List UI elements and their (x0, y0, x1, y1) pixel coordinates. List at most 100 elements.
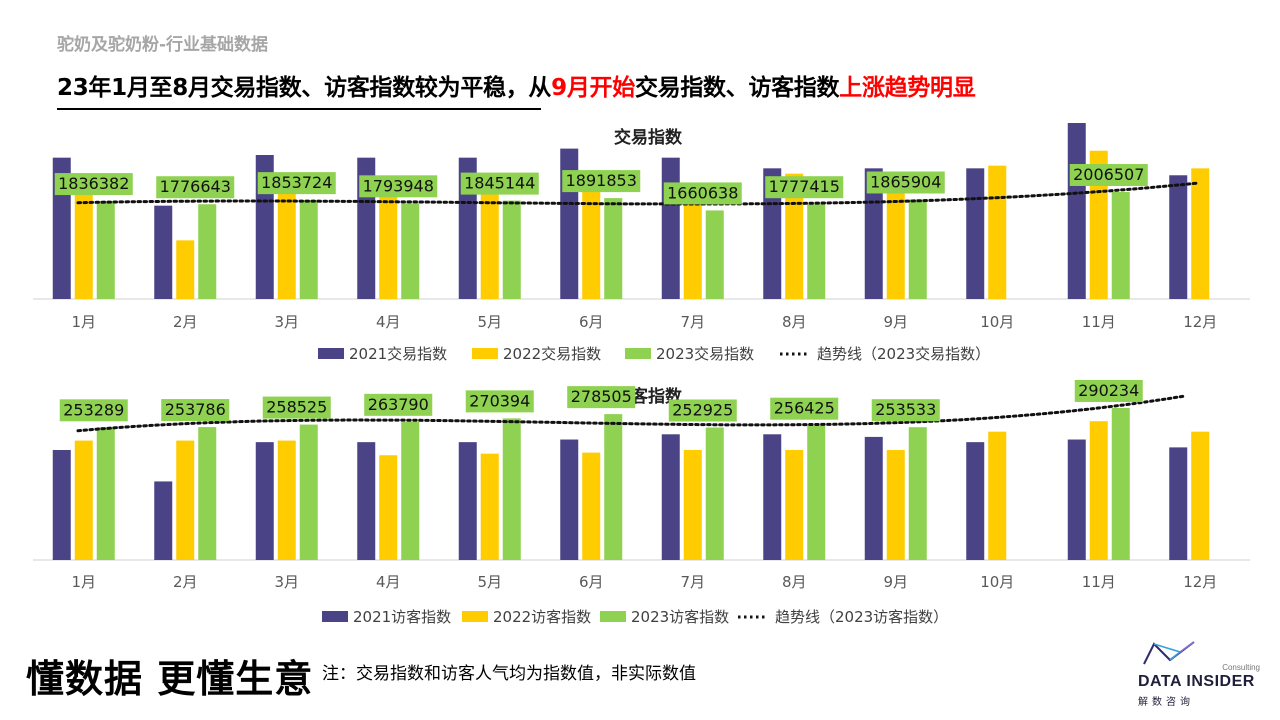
legend-swatch (322, 611, 348, 622)
data-label: 256425 (774, 399, 835, 418)
x-tick-label: 11月 (1082, 313, 1116, 331)
x-tick-label: 2月 (173, 313, 198, 331)
x-tick-label: 6月 (579, 313, 604, 331)
legend-label: 趋势线（2023访客指数） (775, 608, 948, 626)
bar-2023访客指数 (502, 418, 521, 560)
bar-2022交易指数 (886, 177, 905, 299)
bar-2023交易指数 (807, 204, 826, 299)
x-tick-label: 12月 (1183, 573, 1217, 591)
data-label: 1845144 (464, 174, 535, 193)
logo-brand-cn: 解数咨询 (1138, 697, 1194, 708)
data-label-box (161, 399, 230, 422)
legend-label: 2021访客指数 (353, 608, 451, 626)
data-label: 252925 (672, 401, 733, 420)
bar-2022交易指数 (1191, 168, 1210, 299)
data-label: 290234 (1078, 381, 1139, 400)
data-label-box (1069, 163, 1148, 186)
bar-2022访客指数 (785, 450, 804, 560)
data-label: 253289 (63, 400, 124, 419)
data-label: 2006507 (1073, 165, 1144, 184)
data-label-box (359, 175, 438, 198)
legend-label: 2021交易指数 (349, 345, 447, 363)
bar-2022访客指数 (886, 450, 905, 560)
bar-2023交易指数 (1111, 191, 1130, 299)
bar-2022访客指数 (379, 455, 398, 560)
bar-2023交易指数 (604, 198, 623, 299)
data-label-box (257, 172, 336, 195)
legend-label: 趋势线（2023交易指数） (817, 345, 990, 363)
bar-2021访客指数 (458, 442, 477, 560)
bar-2022交易指数 (480, 173, 499, 299)
x-tick-label: 8月 (782, 313, 807, 331)
x-tick-label: 12月 (1183, 313, 1217, 331)
bar-2023访客指数 (1111, 407, 1130, 560)
trendline (76, 394, 1185, 433)
data-label: 263790 (368, 395, 429, 414)
legend-label: 2023交易指数 (656, 345, 754, 363)
logo-brand: DATA INSIDER (1138, 673, 1255, 690)
data-label: 1777415 (769, 177, 840, 196)
headline-part-1: 23年1月至8月交易指数、访客指数较为平稳，从 (57, 75, 552, 101)
x-tick-label: 2月 (173, 573, 198, 591)
x-tick-label: 8月 (782, 573, 807, 591)
data-label: 1891853 (566, 171, 637, 190)
legend-swatch (462, 611, 488, 622)
data-label: 1776643 (160, 177, 231, 196)
bar-2021交易指数 (1169, 175, 1188, 299)
bar-2023访客指数 (198, 427, 217, 560)
bar-2022交易指数 (988, 165, 1007, 299)
bar-2021访客指数 (864, 436, 883, 560)
bar-2022访客指数 (480, 453, 499, 560)
x-tick-label: 9月 (883, 313, 908, 331)
legend-swatch (472, 348, 498, 359)
legend-label: 2022访客指数 (493, 608, 591, 626)
bar-2021交易指数 (154, 205, 173, 299)
bar-2023交易指数 (96, 201, 115, 299)
bar-2023访客指数 (96, 427, 115, 560)
bar-2023交易指数 (401, 203, 420, 299)
x-tick-label: 6月 (579, 573, 604, 591)
bar-2023交易指数 (198, 204, 217, 299)
bar-2022交易指数 (1089, 150, 1108, 299)
bar-2023访客指数 (401, 421, 420, 560)
bar-2022访客指数 (683, 450, 702, 560)
data-label: 253533 (875, 400, 936, 419)
data-label-box (562, 170, 641, 193)
bar-2023交易指数 (299, 200, 318, 299)
data-insider-logo: Consulting DATA INSIDER 解数咨询 (1132, 636, 1262, 708)
bar-2022访客指数 (74, 440, 93, 560)
bar-2021交易指数 (661, 157, 680, 299)
x-tick-label: 9月 (883, 573, 908, 591)
bar-2021访客指数 (763, 434, 782, 560)
data-label-box (567, 386, 636, 409)
bar-2023访客指数 (299, 424, 318, 560)
x-tick-label: 1月 (71, 313, 96, 331)
chart-title: 交易指数 (614, 127, 683, 148)
bar-2022访客指数 (1089, 421, 1108, 560)
data-label-box (770, 397, 839, 420)
data-label-box (262, 396, 331, 419)
data-label-box (54, 173, 133, 196)
bar-2022访客指数 (176, 440, 195, 560)
bar-2022访客指数 (277, 440, 296, 560)
bar-2023访客指数 (908, 427, 927, 560)
data-label-box (1074, 380, 1143, 402)
bar-2023访客指数 (807, 425, 826, 560)
data-label: 278505 (571, 387, 632, 406)
legend-swatch (318, 348, 344, 359)
data-label-box (663, 182, 742, 205)
x-tick-label: 3月 (274, 313, 299, 331)
data-label-box (460, 172, 539, 195)
data-label-box (364, 393, 433, 416)
logo-consulting: Consulting (1222, 663, 1260, 672)
legend-swatch (600, 611, 626, 622)
legend-label: 2022交易指数 (503, 345, 601, 363)
data-label: 270394 (469, 391, 530, 410)
x-tick-label: 4月 (376, 313, 401, 331)
bar-2021访客指数 (154, 481, 173, 560)
bar-2021访客指数 (52, 450, 71, 560)
bar-2021访客指数 (255, 442, 274, 560)
bar-2021访客指数 (966, 442, 985, 560)
bar-2021访客指数 (357, 442, 376, 560)
